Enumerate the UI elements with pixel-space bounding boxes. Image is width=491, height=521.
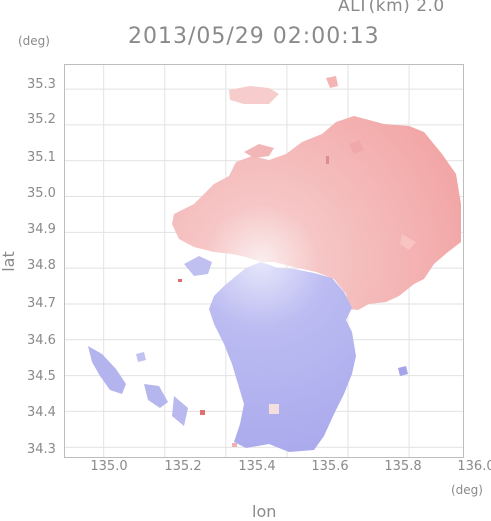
x-tick-label: 135.2 bbox=[164, 459, 202, 474]
y-tick-label: 35.0 bbox=[27, 186, 56, 201]
x-axis-label: lon bbox=[252, 502, 277, 521]
x-tick-label: 135.6 bbox=[311, 459, 349, 474]
y-axis-label: lat bbox=[0, 251, 18, 272]
plot-frame bbox=[64, 64, 464, 458]
y-tick-label: 35.2 bbox=[27, 112, 56, 127]
y-tick-label: 34.7 bbox=[27, 296, 56, 311]
x-axis-unit: (deg) bbox=[451, 483, 483, 497]
y-tick-label: 34.3 bbox=[27, 442, 56, 457]
y-tick-label: 34.9 bbox=[27, 222, 56, 237]
timestamp-title: 2013/05/29 02:00:13 bbox=[128, 24, 380, 49]
radar-velocity-map bbox=[64, 64, 464, 458]
y-tick-label: 34.5 bbox=[27, 369, 56, 384]
x-tick-label: 135.4 bbox=[238, 459, 276, 474]
x-tick-label: 135.8 bbox=[384, 459, 422, 474]
y-tick-label: 34.6 bbox=[27, 333, 56, 348]
echo-speckles bbox=[178, 156, 329, 447]
y-axis-unit: (deg) bbox=[18, 34, 50, 48]
approaching-echo-region bbox=[88, 256, 408, 452]
receding-echo-region bbox=[172, 76, 461, 310]
x-tick-label: 136.0 bbox=[457, 459, 491, 474]
x-tick-label: 135.0 bbox=[90, 459, 128, 474]
y-tick-label: 35.3 bbox=[27, 77, 56, 92]
y-tick-label: 34.4 bbox=[27, 405, 56, 420]
y-tick-label: 35.1 bbox=[27, 150, 56, 165]
y-tick-label: 34.8 bbox=[27, 258, 56, 273]
altitude-label: ALT(km) 2.0 bbox=[338, 0, 445, 16]
